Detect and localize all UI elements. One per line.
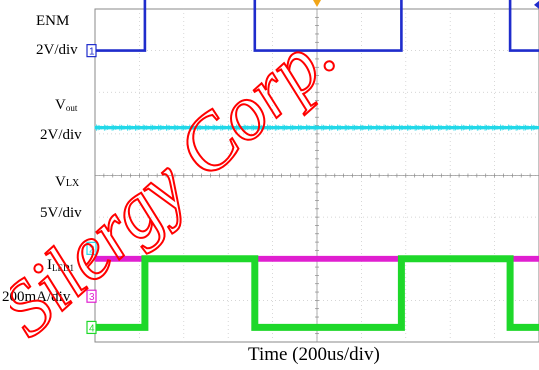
label-iled-main: I [47,257,52,273]
trigger-level-marker [534,0,539,9]
label-vout-sub: out [65,103,78,113]
channel-marker-4 [86,320,97,335]
label-vout-scale: 2V/div [40,127,82,143]
label-vlx-sub: LX [65,178,80,189]
traces [94,0,539,331]
trace-iled1 [95,255,539,331]
trigger-pos-marker [313,0,321,7]
channel-marker-label: 1 [89,47,95,58]
label-iled-sub: LED1 [52,263,74,273]
channel-marker-label: 2 [89,244,95,255]
trace-enm [95,0,539,52]
label-vlx: VLX [55,175,79,190]
label-iled: ILED1 [47,258,74,273]
channel-marker-label: 4 [89,323,95,334]
label-vout: Vout [55,98,77,113]
label-iled-scale: 200mA/div [2,289,71,305]
channel-marker-2 [86,241,97,255]
label-enm-scale: 2V/div [36,42,78,58]
x-axis-label: Time (200us/div) [248,344,380,365]
label-vout-main: V [55,97,66,113]
label-vlx-scale: 5V/div [40,205,82,221]
grid [94,0,539,343]
channel-markers: 1 2 3 4 [86,0,539,335]
channel-marker-3 [86,289,97,303]
label-enm: ENM [36,13,70,29]
channel-marker-1 [86,44,97,58]
channel-marker-label: 3 [89,292,95,303]
label-vlx-main: V [55,174,66,190]
